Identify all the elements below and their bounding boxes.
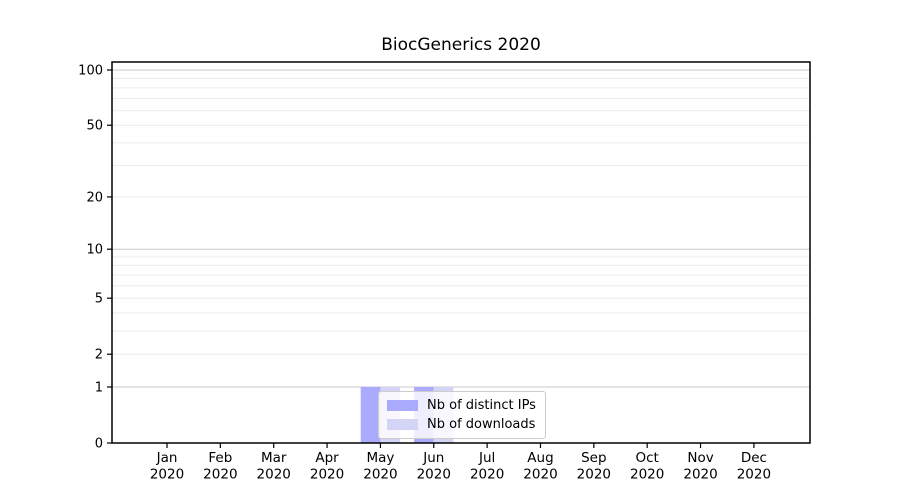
x-tick-label-month: Sep — [581, 450, 606, 466]
x-tick-label-year: 2020 — [150, 467, 184, 483]
plot-frame — [111, 61, 811, 444]
x-tick-label-month: Feb — [208, 450, 232, 466]
bar-distinct-ips-may — [360, 386, 381, 443]
legend-swatch-distinct-ips-icon — [387, 400, 418, 411]
x-tick-label-year: 2020 — [470, 467, 504, 483]
x-tick-label-month: Nov — [687, 450, 713, 466]
x-tick-label-month: Jan — [156, 450, 178, 466]
x-tick-label-month: Dec — [741, 450, 767, 466]
y-tick-label: 20 — [86, 190, 103, 205]
y-tick-label: 2 — [95, 348, 103, 363]
legend-row-downloads: Nb of downloads — [387, 417, 536, 432]
chart-title: BiocGenerics 2020 — [381, 35, 541, 55]
x-tick-label-month: Aug — [527, 450, 553, 466]
x-tick-label-year: 2020 — [523, 467, 557, 483]
x-tick-label-month: Jul — [478, 450, 495, 466]
x-tick-label-year: 2020 — [203, 467, 237, 483]
legend-label-downloads: Nb of downloads — [427, 417, 536, 432]
y-tick-label: 100 — [78, 64, 103, 79]
x-tick-label-year: 2020 — [310, 467, 344, 483]
legend: Nb of distinct IPs Nb of downloads — [378, 391, 546, 439]
y-tick-label: 10 — [86, 243, 103, 258]
x-tick-label-month: Mar — [261, 450, 287, 466]
x-tick-label-month: Oct — [636, 450, 659, 466]
x-tick-label-year: 2020 — [417, 467, 451, 483]
legend-swatch-downloads-icon — [387, 419, 418, 430]
y-tick-label: 5 — [95, 292, 103, 307]
x-tick-label-year: 2020 — [630, 467, 664, 483]
y-tick-label: 0 — [95, 437, 103, 452]
x-tick-label-year: 2020 — [363, 467, 397, 483]
x-tick-label-month: May — [366, 450, 394, 466]
x-tick-label-year: 2020 — [577, 467, 611, 483]
legend-row-distinct-ips: Nb of distinct IPs — [387, 398, 536, 413]
x-tick-label-month: Jun — [422, 450, 444, 466]
x-tick-label-year: 2020 — [683, 467, 717, 483]
legend-label-distinct-ips: Nb of distinct IPs — [427, 398, 536, 413]
y-tick-label: 1 — [95, 380, 103, 395]
x-tick-label-year: 2020 — [257, 467, 291, 483]
y-tick-label: 50 — [86, 119, 103, 134]
x-tick-label-year: 2020 — [737, 467, 771, 483]
x-tick-label-month: Apr — [315, 450, 339, 466]
